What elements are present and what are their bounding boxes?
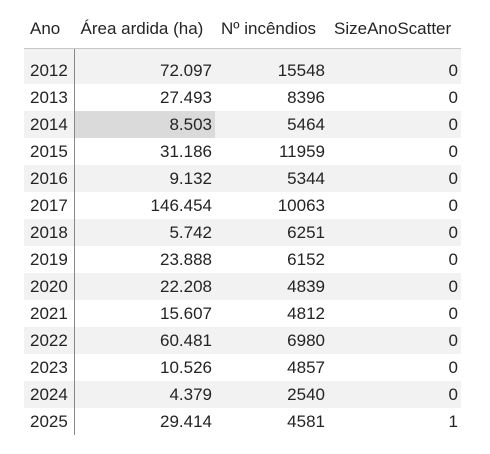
cell-area-ardida[interactable]: 72.097: [74, 48, 215, 84]
cell-size-ano-scatter[interactable]: 0: [328, 273, 461, 300]
cell-area-ardida[interactable]: 9.132: [74, 165, 215, 192]
cell-size-ano-scatter[interactable]: 0: [448, 141, 458, 161]
table-row[interactable]: 2019 23.888 6152 0: [24, 246, 461, 273]
table-row[interactable]: 2022 60.481 6980 0: [24, 327, 461, 354]
cell-ano[interactable]: 2024: [24, 381, 75, 408]
cell-n-incendios[interactable]: 4581: [287, 411, 325, 431]
table-row[interactable]: 2021 15.607 4812 0: [24, 300, 461, 327]
table-row[interactable]: 2016 9.132 5344 0: [24, 165, 461, 192]
cell-n-incendios[interactable]: 15548: [215, 48, 328, 84]
cell-area-ardida[interactable]: 60.481: [74, 327, 215, 354]
cell-ano[interactable]: 2012: [24, 48, 75, 84]
column-header-area-ardida[interactable]: Área ardida (ha): [74, 10, 215, 49]
cell-n-incendios[interactable]: 11959: [278, 141, 325, 161]
cell-area-ardida-highlighted[interactable]: 8.503: [74, 111, 215, 138]
cell-area-ardida[interactable]: 29.414: [160, 411, 212, 431]
data-table: Ano Área ardida (ha) Nº incêndios SizeAn…: [24, 10, 461, 435]
cell-size-ano-scatter[interactable]: 0: [328, 111, 461, 138]
cell-size-ano-scatter[interactable]: 0: [328, 48, 461, 84]
cell-ano[interactable]: 2025: [24, 408, 75, 435]
cell-n-incendios[interactable]: 4857: [287, 357, 325, 377]
cell-size-ano-scatter[interactable]: 0: [328, 381, 461, 408]
cell-size-ano-scatter[interactable]: 1: [448, 411, 458, 431]
cell-n-incendios[interactable]: 10063: [277, 195, 325, 215]
table-row[interactable]: 2014 8.503 5464 0: [24, 111, 461, 138]
cell-ano[interactable]: 2021: [24, 300, 75, 327]
cell-area-ardida[interactable]: 27.493: [160, 87, 212, 107]
table-row[interactable]: 2023 10.526 4857 0: [24, 354, 461, 381]
table-row[interactable]: 2020 22.208 4839 0: [24, 273, 461, 300]
cell-ano[interactable]: 2016: [24, 165, 75, 192]
cell-n-incendios[interactable]: 6152: [287, 249, 325, 269]
cell-area-ardida[interactable]: 22.208: [74, 273, 215, 300]
cell-n-incendios[interactable]: 5464: [215, 111, 328, 138]
table-row[interactable]: 2024 4.379 2540 0: [24, 381, 461, 408]
cell-ano[interactable]: 2015: [24, 138, 75, 165]
cell-n-incendios[interactable]: 4839: [215, 273, 328, 300]
cell-ano[interactable]: 2020: [24, 273, 75, 300]
column-header-size-ano-scatter[interactable]: SizeAnoScatter: [328, 10, 461, 49]
cell-area-ardida[interactable]: 10.526: [160, 357, 212, 377]
cell-area-ardida[interactable]: 31.186: [160, 141, 212, 161]
cell-size-ano-scatter[interactable]: 0: [448, 195, 458, 215]
column-header-n-incendios[interactable]: Nº incêndios: [215, 10, 328, 49]
cell-size-ano-scatter[interactable]: 0: [328, 219, 461, 246]
cell-ano[interactable]: 2014: [24, 111, 75, 138]
cell-ano[interactable]: 2017: [24, 192, 75, 219]
cell-ano[interactable]: 2023: [24, 354, 75, 381]
column-header-ano[interactable]: Ano: [24, 10, 75, 49]
cell-n-incendios[interactable]: 5344: [215, 165, 328, 192]
cell-n-incendios[interactable]: 8396: [287, 87, 325, 107]
table-row[interactable]: 2025 29.414 4581 1: [24, 408, 461, 435]
cell-n-incendios[interactable]: 4812: [287, 303, 325, 323]
cell-size-ano-scatter[interactable]: 0: [448, 357, 458, 377]
cell-ano[interactable]: 2019: [24, 246, 75, 273]
cell-area-ardida[interactable]: 146.454: [150, 195, 212, 215]
header-row: Ano Área ardida (ha) Nº incêndios SizeAn…: [24, 10, 461, 49]
cell-area-ardida[interactable]: 23.888: [160, 249, 212, 269]
cell-n-incendios[interactable]: 6980: [215, 327, 328, 354]
cell-size-ano-scatter[interactable]: 0: [328, 165, 461, 192]
cell-size-ano-scatter[interactable]: 0: [448, 249, 458, 269]
cell-n-incendios[interactable]: 6251: [215, 219, 328, 246]
table-row[interactable]: 2018 5.742 6251 0: [24, 219, 461, 246]
table-row[interactable]: 2015 31.186 11959 0: [24, 138, 461, 165]
table-body: 2012 72.097 15548 0 2013 27.493 8396 0 2…: [24, 48, 461, 435]
cell-n-incendios[interactable]: 2540: [215, 381, 328, 408]
cell-ano[interactable]: 2022: [24, 327, 75, 354]
cell-size-ano-scatter[interactable]: 0: [328, 327, 461, 354]
cell-size-ano-scatter[interactable]: 0: [448, 87, 458, 107]
table-row[interactable]: 2013 27.493 8396 0: [24, 84, 461, 111]
cell-area-ardida[interactable]: 4.379: [74, 381, 215, 408]
cell-area-ardida[interactable]: 15.607: [160, 303, 212, 323]
cell-area-ardida[interactable]: 5.742: [74, 219, 215, 246]
cell-size-ano-scatter[interactable]: 0: [448, 303, 458, 323]
table-row[interactable]: 2017 146.454 10063 0: [24, 192, 461, 219]
table-row[interactable]: 2012 72.097 15548 0: [24, 48, 461, 84]
cell-ano[interactable]: 2018: [24, 219, 75, 246]
cell-ano[interactable]: 2013: [24, 84, 75, 111]
